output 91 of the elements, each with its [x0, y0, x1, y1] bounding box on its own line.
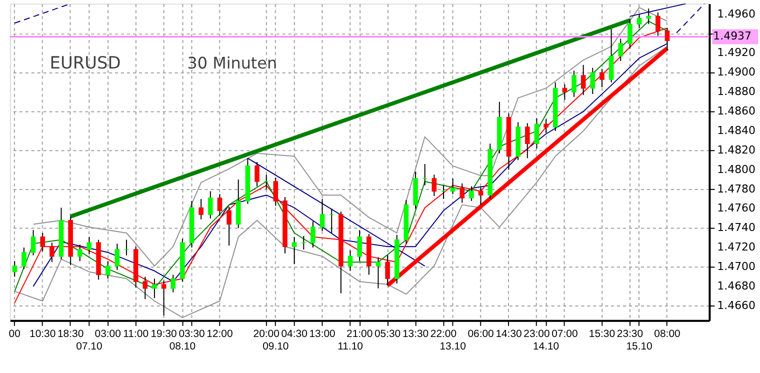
- candlestick: [600, 68, 604, 88]
- candlestick: [208, 190, 213, 219]
- annotation: 30 Minuten: [187, 53, 278, 72]
- x-tick-label: 00: [8, 328, 21, 340]
- x-tick-label: 23:30: [616, 328, 644, 340]
- y-tick-label: 1.4880: [717, 85, 756, 98]
- candlestick: [236, 179, 241, 229]
- candlestick: [217, 194, 222, 216]
- candlestick: [572, 70, 576, 98]
- candlestick: [170, 274, 176, 293]
- annotation: EURUSD: [50, 52, 121, 72]
- y-tick-label: 1.4860: [717, 104, 756, 118]
- y-tick-label: 1.4820: [717, 143, 756, 156]
- candlestick: [636, 14, 642, 28]
- x-tick-label: 22:00: [430, 328, 457, 340]
- x-tick-label: 05:30: [374, 328, 401, 340]
- y-tick-label: 1.4840: [717, 124, 756, 137]
- y-tick-label: 1.4800: [717, 162, 756, 176]
- x-tick-label: 09.10: [262, 341, 289, 352]
- y-tick-label: 1.4960: [717, 7, 756, 20]
- y-tick-label: 1.4900: [717, 66, 756, 79]
- y-tick-label: 1.4780: [717, 182, 756, 196]
- candlestick: [320, 198, 325, 232]
- x-tick-label: 06:00: [468, 328, 494, 340]
- candlestick: [254, 162, 260, 187]
- y-tick-label: 1.4920: [717, 46, 756, 60]
- x-tick-label: 19:30: [150, 328, 178, 340]
- candlestick: [22, 247, 26, 270]
- candlestick: [50, 242, 54, 263]
- candlestick: [562, 84, 568, 100]
- candlestick: [198, 198, 204, 220]
- candlestick: [432, 174, 437, 197]
- candlestick: [450, 178, 456, 195]
- candlestick: [478, 186, 484, 206]
- x-tick-label: 03:00: [94, 328, 122, 340]
- x-tick-label: 11:00: [123, 328, 149, 340]
- x-tick-label: 20:00: [253, 328, 280, 340]
- candlestick: [534, 118, 540, 149]
- x-tick-label: 08:00: [654, 328, 680, 340]
- candlestick: [628, 18, 632, 49]
- y-tick-label: 1.4720: [717, 240, 756, 254]
- x-tick-label: 08.10: [169, 341, 196, 352]
- x-tick-label: 18:30: [58, 328, 84, 340]
- candlestick: [114, 243, 120, 270]
- candlestick: [376, 256, 381, 289]
- x-tick-label: 13:30: [402, 328, 429, 340]
- candlestick: [357, 230, 362, 262]
- x-tick-label: 11.10: [338, 341, 364, 352]
- y-tick-label: 1.4760: [717, 202, 756, 215]
- candlestick: [77, 244, 82, 262]
- candlestick: [12, 260, 18, 278]
- y-tick-label: 1.4700: [717, 260, 756, 273]
- candlestick: [142, 276, 148, 300]
- candlestick: [590, 67, 596, 95]
- candlestick: [310, 220, 316, 248]
- x-tick-label: 14:30: [496, 328, 522, 340]
- x-tick-label: 13:00: [309, 328, 336, 340]
- x-tick-label: 03:30: [178, 328, 206, 340]
- candlestick: [460, 182, 465, 204]
- candlestick: [292, 236, 297, 265]
- candlestick: [469, 186, 474, 202]
- x-tick-label: 15:30: [588, 328, 616, 340]
- x-tick-label: 23:00: [524, 328, 550, 340]
- ref-line-label: 1.4937: [713, 30, 752, 43]
- x-tick-label: 21:00: [346, 328, 373, 340]
- x-tick-label: 07:00: [552, 328, 578, 340]
- candlestick: [618, 38, 624, 62]
- candlestick: [40, 232, 45, 252]
- x-tick-label: 13.10: [440, 341, 466, 352]
- y-tick-label: 1.4740: [717, 221, 756, 234]
- x-tick-label: 15.10: [626, 341, 653, 352]
- y-tick-label: 1.4660: [717, 298, 756, 312]
- candlestick: [86, 236, 92, 255]
- x-tick-label: 07.10: [76, 341, 102, 352]
- x-tick-label: 12:00: [206, 328, 233, 340]
- x-tick-label: 14.10: [532, 341, 560, 352]
- candlestick: [646, 8, 651, 25]
- candlestick: [273, 177, 278, 206]
- candlestick: [30, 230, 36, 256]
- x-tick-label: 10:30: [30, 328, 56, 340]
- candlestick: [226, 206, 232, 246]
- candlestick: [608, 28, 614, 83]
- candlestick: [152, 278, 157, 299]
- x-tick-label: 04:30: [281, 328, 308, 340]
- candlestick: [525, 122, 530, 159]
- line-series: [32, 7, 668, 267]
- candlestick: [544, 118, 548, 134]
- candlestick: [348, 250, 353, 272]
- candlestick: [105, 260, 110, 280]
- candlestick: [580, 64, 586, 96]
- y-tick-label: 1.4680: [717, 279, 756, 292]
